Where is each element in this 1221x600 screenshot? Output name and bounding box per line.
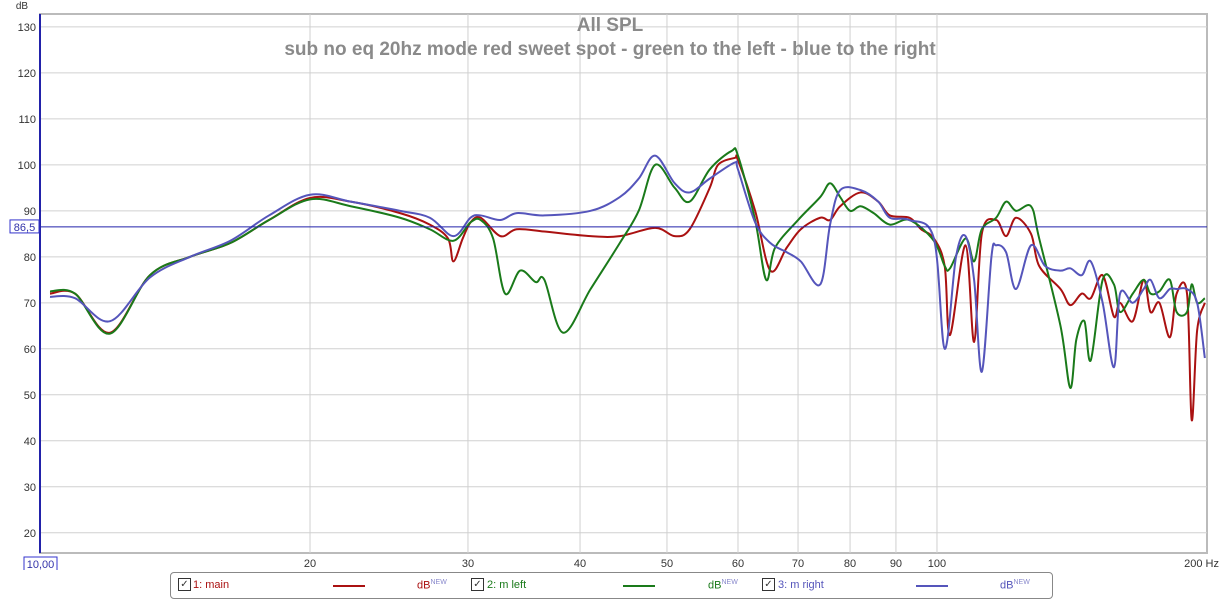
series-2-swatch	[623, 585, 655, 587]
legend: ✓ 1: main dBNEW ✓ 2: m left dBNEW ✓ 3: m…	[170, 572, 1053, 599]
x-tick-label: 90	[890, 558, 902, 570]
spl-chart[interactable]: 20 30 40 50 60 70 80 90 100 110 120 130 20 30 40 50 60 7…	[0, 0, 1221, 570]
x-tick-label: 70	[792, 558, 804, 570]
grid	[40, 14, 1207, 553]
unit-text: dB	[708, 579, 722, 592]
y-tick-label: 50	[24, 390, 36, 402]
series-3-checkbox[interactable]: ✓	[762, 578, 775, 591]
unit-text: dB	[417, 579, 431, 592]
series-1-checkbox[interactable]: ✓	[178, 578, 191, 591]
x-start-value: 10,00	[27, 559, 55, 570]
series-1-swatch	[333, 585, 365, 587]
series-2-label[interactable]: 2: m left	[487, 579, 527, 591]
y-tick-label: 130	[18, 22, 36, 34]
y-tick-label: 20	[24, 528, 36, 540]
x-tick-label: 80	[844, 558, 856, 570]
series-2-curve	[49, 147, 1206, 389]
new-badge: NEW	[430, 579, 447, 586]
y-tick-label: 90	[24, 206, 36, 218]
y-tick-label: 70	[24, 298, 36, 310]
new-badge: NEW	[1013, 579, 1030, 586]
series-2-unit: dBNEW	[708, 579, 738, 592]
x-start-label[interactable]: 10,00	[23, 556, 58, 570]
x-tick-label: 20	[304, 558, 316, 570]
series-2-checkbox[interactable]: ✓	[471, 578, 484, 591]
x-tick-label: 60	[732, 558, 744, 570]
x-tick-label: 30	[462, 558, 474, 570]
series-1-label[interactable]: 1: main	[193, 579, 230, 591]
series-3-label[interactable]: 3: m right	[778, 579, 824, 591]
y-axis-label: dB	[16, 1, 29, 12]
y-axis: 20 30 40 50 60 70 80 90 100 110 120 130	[18, 22, 36, 540]
x-tick-label: 100	[928, 558, 946, 570]
y-tick-label: 110	[18, 114, 36, 126]
chart-subtitle: sub no eq 20hz mode red sweet spot - gre…	[284, 39, 936, 60]
y-tick-label: 120	[18, 68, 36, 80]
series-1-unit: dBNEW	[417, 579, 447, 592]
chart-title: All SPL	[577, 15, 644, 36]
series-3-swatch	[916, 585, 948, 587]
y-tick-label: 30	[24, 482, 36, 494]
new-badge: NEW	[721, 579, 738, 586]
level-marker-label[interactable]: 86,5	[9, 219, 40, 234]
unit-text: dB	[1000, 579, 1014, 592]
series-3-unit: dBNEW	[1000, 579, 1030, 592]
y-tick-label: 100	[18, 160, 36, 172]
x-axis: 20 30 40 50 60 70 80 90 100 200 Hz	[304, 558, 1219, 570]
y-tick-label: 60	[24, 344, 36, 356]
x-tick-label: 200 Hz	[1184, 558, 1219, 570]
x-tick-label: 40	[574, 558, 586, 570]
curves	[49, 147, 1206, 422]
y-tick-label: 80	[24, 252, 36, 264]
x-tick-label: 50	[661, 558, 673, 570]
y-tick-label: 40	[24, 436, 36, 448]
level-marker-value: 86,5	[14, 222, 35, 234]
series-3-curve	[49, 154, 1206, 373]
plot-area[interactable]	[39, 13, 1208, 554]
